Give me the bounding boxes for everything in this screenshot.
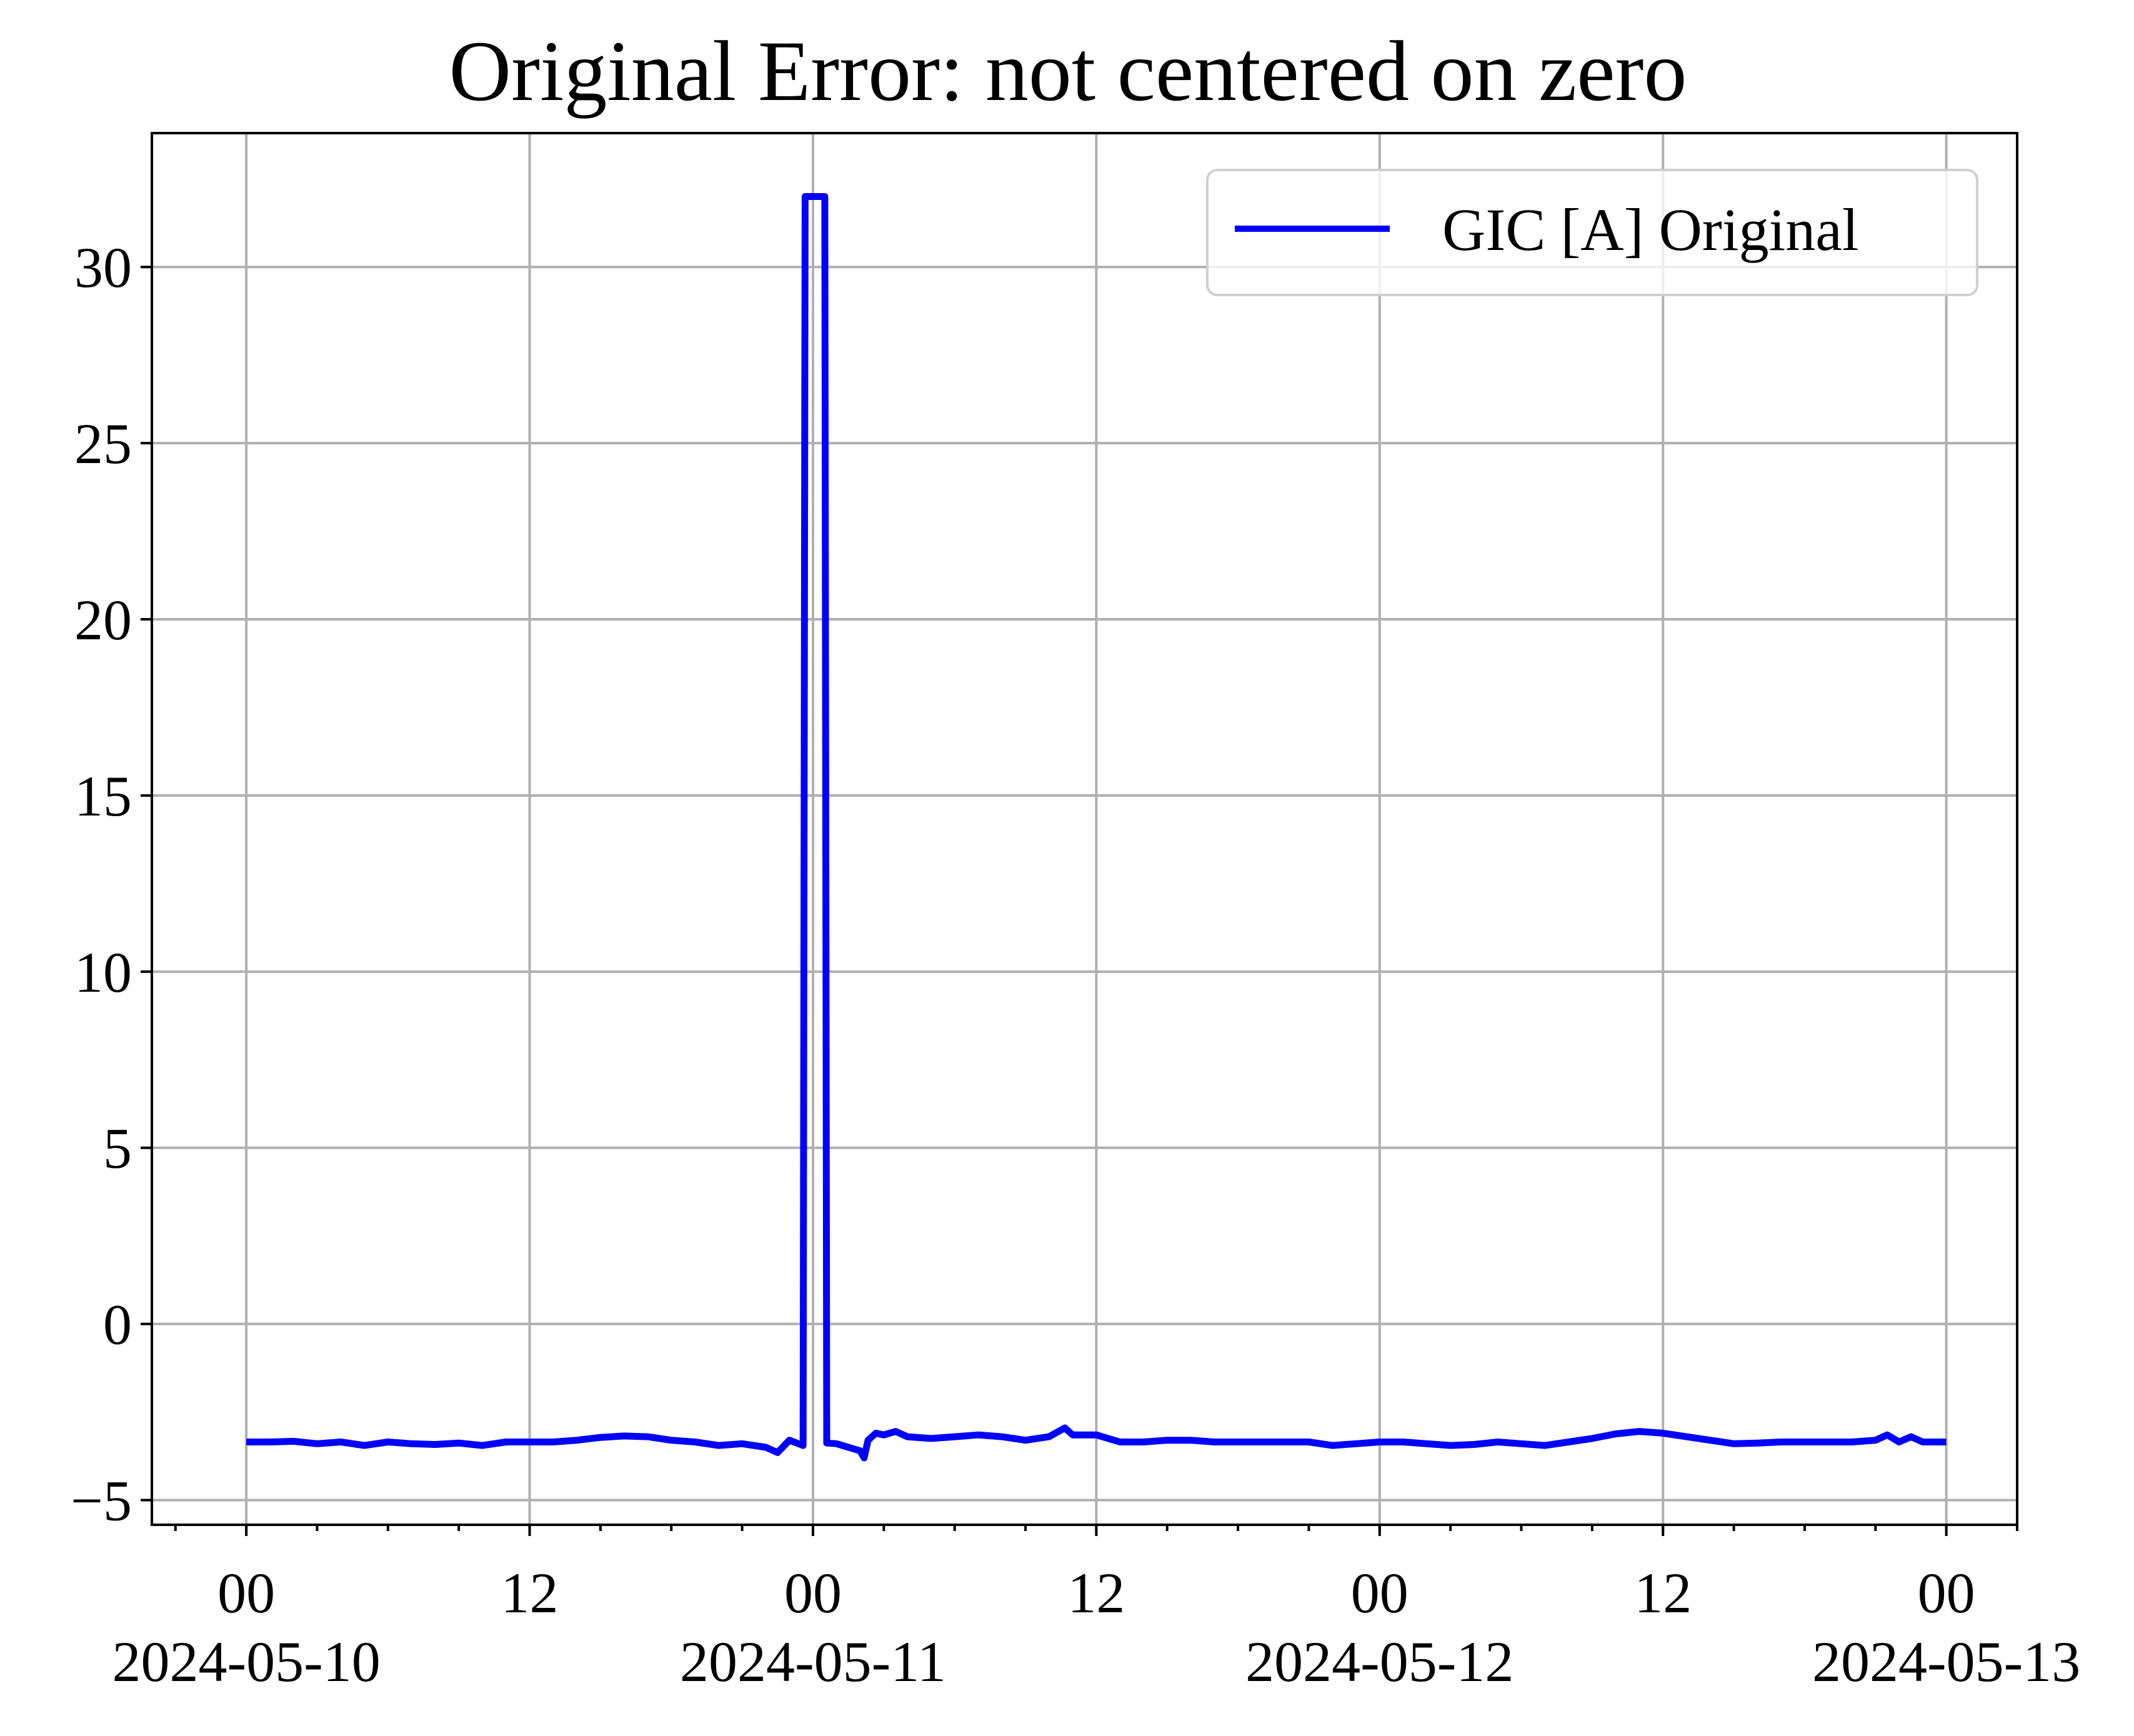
plot-frame [151,132,2018,1526]
legend: GIC [A] Original [1206,169,1978,296]
legend-box [1206,169,1978,296]
data-series [246,193,1947,1462]
x-tick-label: 00 [1918,1561,1975,1625]
chart-title: Original Error: not centered on zero [449,23,1687,119]
grid [152,133,2017,1525]
series-line [246,193,1947,1462]
x-tick-date-label: 2024-05-13 [1812,1630,2080,1694]
x-tick-date-label: 2024-05-12 [1245,1630,1513,1694]
y-tick-label: 20 [74,588,132,652]
y-tick-label: 25 [74,412,132,476]
x-tick-label: 12 [1634,1561,1692,1625]
x-tick-label: 00 [1351,1561,1409,1625]
x-tick-label: 00 [217,1561,275,1625]
y-tick-label: 15 [74,764,132,828]
y-tick-label: −5 [71,1469,132,1533]
y-tick-label: 30 [74,236,132,299]
x-tick-label: 00 [784,1561,842,1625]
x-tick-date-label: 2024-05-11 [680,1630,946,1694]
y-axis: −5 0 5 10 15 20 25 30 [71,236,152,1533]
y-tick-label: 0 [103,1293,132,1357]
y-tick-label: 10 [74,940,132,1004]
x-tick-label: 12 [501,1561,559,1625]
y-tick-label: 5 [103,1117,132,1180]
x-tick-date-label: 2024-05-10 [112,1630,380,1694]
legend-label: GIC [A] Original [1442,196,1859,263]
x-tick-label: 12 [1067,1561,1125,1625]
